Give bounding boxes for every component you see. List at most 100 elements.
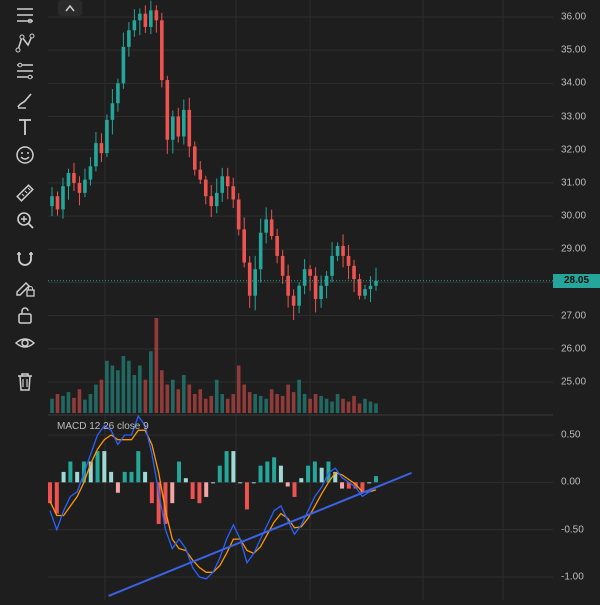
- macd-histogram-bar: [88, 461, 93, 483]
- trend-line: [108, 471, 412, 597]
- volume-bar: [341, 398, 345, 413]
- chart-area[interactable]: [48, 0, 553, 600]
- macd-histogram-bar: [367, 482, 372, 484]
- fib-tool-button[interactable]: [11, 59, 39, 83]
- macd-histogram-bar: [285, 482, 290, 487]
- macd-histogram-bar: [346, 482, 351, 489]
- volume-bar: [269, 389, 274, 413]
- macd-legend-label: MACD 12 26 close 9: [57, 421, 149, 432]
- volume-bar: [132, 375, 137, 413]
- candle-body: [88, 166, 93, 180]
- zoom-in-icon: [17, 212, 34, 229]
- macd-axis-label: -1.00: [561, 571, 584, 583]
- candle-body: [187, 109, 192, 147]
- macd-histogram-bar: [319, 467, 324, 483]
- candle-body: [110, 103, 115, 120]
- ruler-tool-button[interactable]: [11, 181, 39, 205]
- volume-bar: [187, 384, 192, 413]
- candle-body: [214, 192, 219, 207]
- volume-bar: [209, 395, 214, 413]
- candle-body: [247, 262, 252, 296]
- macd-histogram-bar: [170, 482, 175, 504]
- candle-body: [94, 143, 98, 167]
- price-axis-label: 29.00: [561, 243, 587, 255]
- macd-histogram-bar: [353, 482, 358, 489]
- volume-bar: [50, 398, 54, 413]
- candle-body: [77, 182, 82, 193]
- pattern-tool-button[interactable]: [11, 31, 39, 55]
- macd-histogram-bar: [190, 482, 195, 499]
- volume-bar: [83, 399, 87, 413]
- volume-bar: [121, 356, 126, 413]
- candle-body: [324, 275, 329, 286]
- candle-body: [253, 269, 257, 296]
- candle-body: [55, 196, 60, 210]
- volume-bar: [247, 392, 252, 413]
- macd-histogram-bar: [374, 476, 378, 483]
- volume-bar: [231, 394, 236, 413]
- price-axis[interactable]: 36.00 35.00 34.00 33.00 32.00 31.00 30.00 29.00…: [553, 0, 600, 600]
- candle-body: [143, 13, 148, 27]
- crosshair-lines-tool-button[interactable]: [11, 3, 39, 27]
- text-icon: [19, 119, 31, 135]
- volume-bar: [308, 398, 312, 413]
- macd-histogram-bar: [272, 457, 277, 483]
- candle-body: [275, 236, 279, 256]
- candle-body: [149, 10, 153, 27]
- candle-body: [297, 285, 301, 306]
- candle-body: [374, 280, 378, 286]
- price-axis-label: 34.00: [561, 77, 587, 89]
- volume-bar: [220, 394, 225, 413]
- emoji-tool-button[interactable]: [11, 143, 39, 167]
- macd-histogram-bar: [163, 482, 168, 524]
- macd-histogram-bar: [143, 471, 148, 483]
- volume-bar: [264, 398, 268, 413]
- volume-bar: [143, 379, 148, 413]
- volume-bar: [160, 370, 164, 413]
- volume-bar: [127, 360, 131, 413]
- macd-histogram-bar: [340, 482, 345, 489]
- macd-histogram-bar: [333, 471, 338, 483]
- candle-body: [66, 172, 71, 187]
- macd-histogram-bar: [292, 482, 297, 497]
- candle-body: [138, 13, 142, 21]
- price-axis-label: 27.00: [561, 310, 587, 322]
- macd-histogram-bar: [231, 451, 236, 483]
- candle-body: [286, 275, 290, 296]
- candle-body: [291, 295, 296, 306]
- trash-tool-button[interactable]: [11, 369, 39, 393]
- text-tool-button[interactable]: [11, 115, 39, 139]
- volume-bar: [192, 394, 197, 413]
- magnet-tool-button[interactable]: [11, 247, 39, 271]
- macd-histogram-bar: [238, 482, 243, 484]
- volume-bar: [374, 403, 378, 413]
- eye-tool-button[interactable]: [11, 331, 39, 355]
- macd-histogram-bar: [265, 461, 270, 483]
- collapse-button[interactable]: [58, 0, 82, 16]
- fib-icon: [17, 62, 33, 80]
- macd-line: [49, 414, 377, 580]
- trash-icon: [18, 373, 32, 391]
- volume-bar: [55, 394, 60, 413]
- zoom-in-tool-button[interactable]: [11, 208, 39, 232]
- candle-body: [192, 146, 197, 170]
- candle-body: [154, 10, 159, 21]
- volume-bar: [236, 365, 241, 413]
- crosshair-lines-icon: [17, 8, 33, 24]
- volume-bar: [116, 370, 120, 413]
- brush-tool-button[interactable]: [11, 88, 39, 112]
- macd-histogram-bar: [48, 482, 52, 504]
- macd-histogram-bar: [95, 451, 100, 483]
- volume-bar: [165, 384, 170, 413]
- price-axis-label: 31.00: [561, 177, 587, 189]
- unlock-tool-button[interactable]: [11, 303, 39, 327]
- volume-bar: [335, 394, 340, 413]
- lock-pencil-tool-button[interactable]: [11, 275, 39, 299]
- macd-histogram-bar: [258, 465, 263, 483]
- emoji-icon: [16, 146, 34, 164]
- chart-svg[interactable]: [48, 0, 553, 600]
- volume-bar: [110, 365, 115, 413]
- candle-body: [176, 116, 181, 137]
- candle-body: [72, 172, 76, 183]
- eye-icon: [14, 338, 36, 348]
